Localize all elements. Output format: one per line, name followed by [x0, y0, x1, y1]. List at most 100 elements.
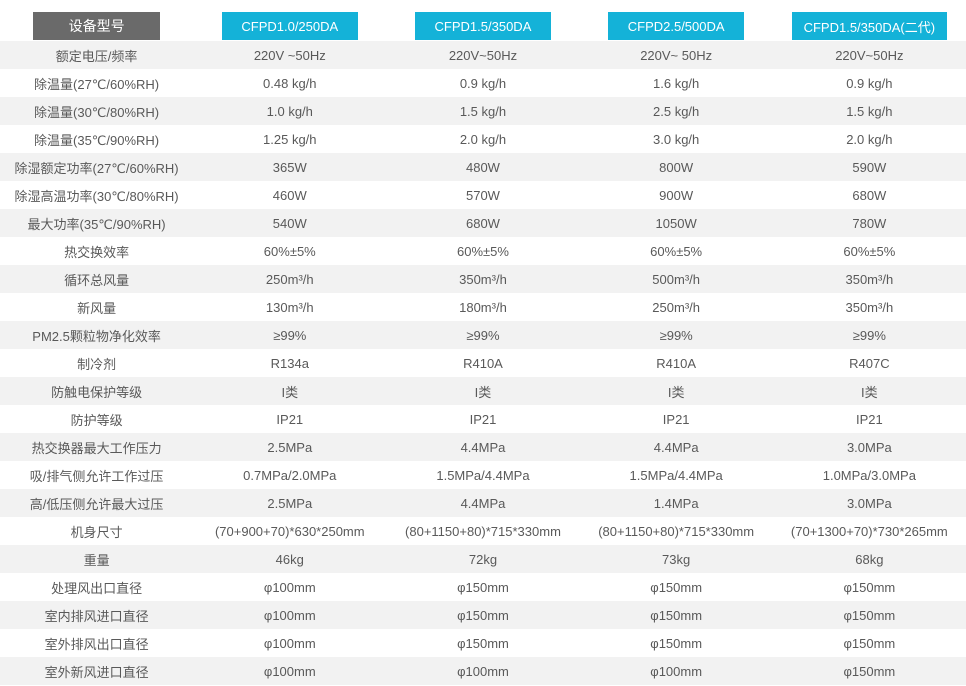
row-value-3: 900W	[659, 187, 694, 203]
row-label: 机身尺寸	[70, 524, 123, 540]
row-value-4: IP21	[855, 411, 883, 427]
row-value-2: (80+1150+80)*715*330mm	[405, 523, 561, 539]
table-row: PM2.5颗粒物净化效率 ≥99% ≥99% ≥99% ≥99%	[0, 321, 966, 349]
row-value-2: φ100mm	[457, 663, 509, 679]
row-value-2: 0.9 kg/h	[459, 75, 507, 91]
table-row: 吸/排气侧允许工作过压 0.7MPa/2.0MPa 1.5MPa/4.4MPa …	[0, 461, 966, 489]
row-value-1: 60%±5%	[263, 243, 316, 259]
table-row: 除温量(30℃/80%RH) 1.0 kg/h 1.5 kg/h 2.5 kg/…	[0, 97, 966, 125]
corner-header-label: 设备型号	[33, 12, 161, 40]
model-header-cfpd1-0-250da: CFPD1.0/250DA	[221, 12, 358, 40]
row-value-2: φ150mm	[457, 607, 509, 623]
table-row: 室外新风进口直径 φ100mm φ100mm φ100mm φ150mm	[0, 657, 966, 685]
row-value-4: 68kg	[855, 551, 884, 567]
row-value-2: 1.5 kg/h	[459, 103, 507, 119]
row-value-3: 1.4MPa	[653, 495, 699, 511]
row-value-3: IP21	[662, 411, 690, 427]
table-row: 除温量(35℃/90%RH) 1.25 kg/h 2.0 kg/h 3.0 kg…	[0, 125, 966, 153]
table-row: 循环总风量 250m³/h 350m³/h 500m³/h 350m³/h	[0, 265, 966, 293]
row-value-3: 73kg	[662, 551, 691, 567]
row-value-3: ≥99%	[659, 327, 693, 343]
table-row: 防护等级 IP21 IP21 IP21 IP21	[0, 405, 966, 433]
row-value-1: 2.5MPa	[267, 439, 313, 455]
row-value-1: 2.5MPa	[267, 495, 313, 511]
row-value-1: 540W	[272, 215, 307, 231]
row-value-3: R410A	[656, 355, 697, 371]
row-value-1: 1.0 kg/h	[266, 103, 313, 119]
row-value-1: 460W	[272, 187, 307, 203]
row-label: 除温量(30℃/80%RH)	[34, 104, 160, 120]
row-value-1: R134a	[270, 355, 309, 371]
row-value-3: 220V~ 50Hz	[640, 47, 713, 63]
row-label: 室外排风出口直径	[44, 636, 149, 652]
row-value-3: 60%±5%	[650, 243, 703, 259]
table-row: 高/低压侧允许最大过压 2.5MPa 4.4MPa 1.4MPa 3.0MPa	[0, 489, 966, 517]
row-label: 吸/排气侧允许工作过压	[29, 468, 164, 484]
row-value-3: 4.4MPa	[653, 439, 699, 455]
row-label: 室内排风进口直径	[44, 608, 149, 624]
row-value-1: 1.25 kg/h	[263, 131, 317, 147]
row-value-1: 0.48 kg/h	[263, 75, 317, 91]
row-value-3: I类	[667, 384, 685, 400]
row-value-4: 0.9 kg/h	[846, 75, 893, 91]
row-value-2: 4.4MPa	[460, 495, 506, 511]
row-value-3: 800W	[659, 159, 694, 175]
row-value-1: 0.7MPa/2.0MPa	[243, 467, 337, 483]
row-value-1: φ100mm	[263, 579, 316, 595]
row-value-2: ≥99%	[466, 327, 500, 343]
header-cell-model-1: CFPD1.0/250DA	[193, 12, 386, 40]
row-value-1: 250m³/h	[265, 271, 314, 287]
row-label: 处理风出口直径	[51, 580, 143, 596]
row-label: 重量	[83, 552, 110, 568]
table-row: 最大功率(35℃/90%RH) 540W 680W 1050W 780W	[0, 209, 966, 237]
table-row: 新风量 130m³/h 180m³/h 250m³/h 350m³/h	[0, 293, 966, 321]
table-row: 除温量(27℃/60%RH) 0.48 kg/h 0.9 kg/h 1.6 kg…	[0, 69, 966, 97]
row-value-1: I类	[281, 384, 299, 400]
row-label: 热交换器最大工作压力	[31, 440, 162, 456]
row-value-4: φ150mm	[843, 635, 896, 651]
row-value-3: 3.0 kg/h	[653, 131, 700, 147]
row-value-2: φ150mm	[457, 579, 509, 595]
row-label: 新风量	[77, 300, 117, 316]
row-value-4: φ150mm	[843, 579, 896, 595]
row-value-1: 220V ~50Hz	[253, 47, 326, 63]
table-row: 额定电压/频率 220V ~50Hz 220V~50Hz 220V~ 50Hz …	[0, 41, 966, 69]
row-value-4: 350m³/h	[845, 271, 894, 287]
row-value-2: IP21	[469, 411, 497, 427]
row-value-3: φ100mm	[650, 663, 703, 679]
row-value-4: 220V~50Hz	[835, 47, 904, 63]
row-label: 制冷剂	[77, 356, 117, 372]
row-value-4: I类	[861, 384, 878, 400]
header-cell-model-4: CFPD1.5/350DA(二代)	[773, 12, 966, 40]
row-value-4: ≥99%	[852, 327, 886, 343]
row-value-2: 4.4MPa	[460, 439, 506, 455]
row-value-2: 1.5MPa/4.4MPa	[436, 467, 530, 483]
row-value-2: 220V~50Hz	[448, 47, 518, 63]
row-label: 除湿高温功率(30℃/80%RH)	[14, 188, 179, 204]
row-value-3: φ150mm	[650, 579, 703, 595]
row-value-3: 1.5MPa/4.4MPa	[629, 467, 723, 483]
row-value-2: 180m³/h	[459, 299, 507, 315]
row-value-3: 250m³/h	[652, 299, 700, 315]
header-cell-model-2: CFPD1.5/350DA	[386, 12, 579, 40]
row-label: 防触电保护等级	[51, 384, 143, 400]
row-value-2: 350m³/h	[459, 271, 507, 287]
row-label: 最大功率(35℃/90%RH)	[27, 216, 166, 232]
row-value-3: φ150mm	[650, 607, 703, 623]
row-value-4: 680W	[852, 187, 887, 203]
row-label: 除温量(35℃/90%RH)	[34, 132, 160, 148]
row-value-4: 1.0MPa/3.0MPa	[822, 467, 916, 483]
row-label: 热交换效率	[64, 244, 130, 260]
row-value-4: 590W	[852, 159, 887, 175]
row-value-1: 365W	[272, 159, 307, 175]
row-value-3: 1.6 kg/h	[653, 75, 700, 91]
row-value-1: φ100mm	[263, 607, 316, 623]
table-row: 防触电保护等级 I类 I类 I类 I类	[0, 377, 966, 405]
model-header-cfpd1-5-350da: CFPD1.5/350DA	[414, 12, 551, 40]
row-value-1: φ100mm	[263, 663, 316, 679]
row-label: 高/低压侧允许最大过压	[29, 496, 164, 512]
table-row: 热交换器最大工作压力 2.5MPa 4.4MPa 4.4MPa 3.0MPa	[0, 433, 966, 461]
row-value-1: ≥99%	[273, 327, 307, 343]
row-label: 除湿额定功率(27℃/60%RH)	[14, 160, 179, 176]
